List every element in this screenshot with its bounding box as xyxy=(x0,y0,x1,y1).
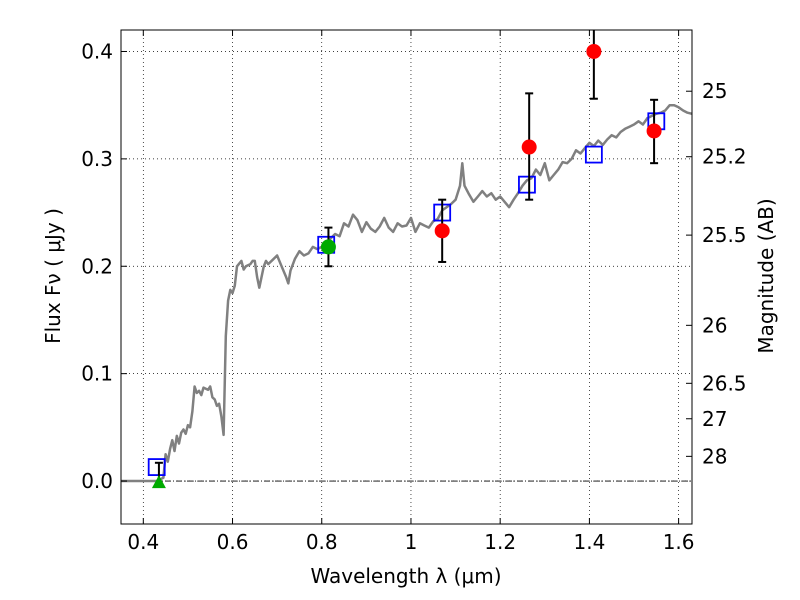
model-spectrum-line xyxy=(121,103,692,483)
y2-tick-label: 28 xyxy=(702,444,727,468)
y2-tick-label: 25.2 xyxy=(702,145,747,169)
x-tick-label: 1 xyxy=(405,530,418,554)
y2-tick-label: 26 xyxy=(702,313,727,337)
y2-tick-label: 26.5 xyxy=(702,371,747,395)
y2-tick-label: 27 xyxy=(702,407,727,431)
x-tick-label: 0.8 xyxy=(306,530,338,554)
x-tick-label: 0.4 xyxy=(127,530,159,554)
axes-frame xyxy=(120,29,693,525)
y-tick-label: 0.0 xyxy=(81,469,113,493)
model-band-square xyxy=(518,175,536,194)
x-tick-label: 0.6 xyxy=(217,530,249,554)
y-tick-label: 0.2 xyxy=(81,254,113,278)
model-band-square xyxy=(584,145,603,164)
x-tick-label: 1.6 xyxy=(663,530,695,554)
y-tick-label: 0.1 xyxy=(81,362,113,386)
y2-axis-label: Magnitude (AB) xyxy=(754,198,778,353)
data-point xyxy=(646,123,662,139)
y2-tick-label: 25 xyxy=(702,79,727,103)
x-tick-label: 1.4 xyxy=(573,530,605,554)
y-axis-label: Flux Fν ( μJy ) xyxy=(41,208,65,344)
data-point xyxy=(586,43,602,59)
y2-tick-label: 25.5 xyxy=(702,223,747,247)
plot-content xyxy=(121,30,692,489)
data-point xyxy=(434,223,450,239)
ticks: 0.4 0.6 0.8 1 1.2 1.4 1.6 0.0 0.1 0.2 0.3 0.4 25 25.2… xyxy=(81,30,747,554)
data-point xyxy=(320,239,336,255)
x-tick-label: 1.2 xyxy=(484,530,516,554)
data-point xyxy=(521,139,537,155)
upper-limit-triangle xyxy=(151,475,166,489)
model-band-square xyxy=(147,458,166,476)
y-tick-label: 0.3 xyxy=(81,147,113,171)
x-axis-label: Wavelength λ (μm) xyxy=(310,564,501,588)
grid xyxy=(121,30,692,524)
y-tick-label: 0.4 xyxy=(81,39,113,63)
